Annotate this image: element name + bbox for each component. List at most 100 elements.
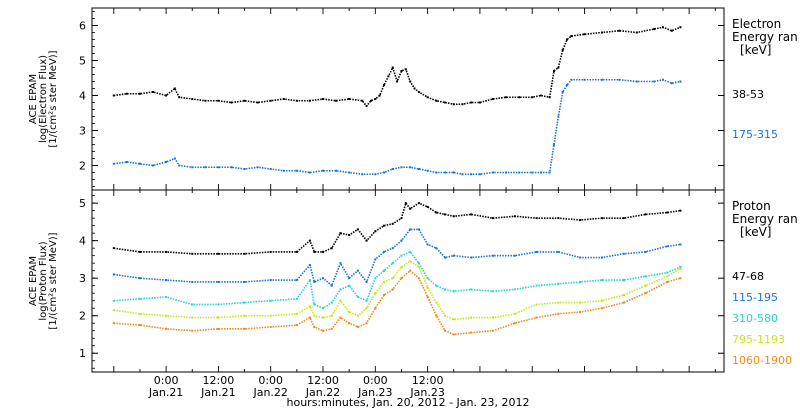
- data-point: [125, 161, 128, 163]
- series-trace: [113, 251, 681, 310]
- data-point: [391, 277, 394, 280]
- legend-title: [keV]: [740, 225, 771, 239]
- y-tick-label: 2: [79, 160, 86, 173]
- data-point: [426, 286, 429, 289]
- data-point: [308, 171, 311, 174]
- data-point: [644, 292, 647, 295]
- data-point: [417, 168, 420, 170]
- data-point: [435, 247, 438, 250]
- data-point: [204, 166, 207, 169]
- data-point: [173, 87, 176, 90]
- y-axis-label: ACE EPAM: [28, 74, 39, 124]
- data-point: [644, 213, 647, 216]
- data-point: [383, 294, 386, 297]
- data-point: [322, 169, 325, 172]
- data-point: [269, 299, 272, 302]
- data-point: [391, 262, 394, 265]
- data-point: [356, 295, 359, 298]
- y-tick-label: 1: [79, 347, 86, 360]
- y-axis-label: log(Proton Flux): [38, 241, 49, 320]
- x-tick-date: Jan.21: [148, 386, 183, 399]
- data-point: [679, 209, 682, 212]
- y-tick-label: 6: [79, 20, 86, 33]
- series-310-580: [112, 250, 682, 310]
- data-point: [653, 80, 656, 83]
- data-point: [452, 333, 455, 336]
- data-point: [670, 29, 673, 32]
- data-point: [452, 254, 455, 257]
- data-point: [426, 295, 429, 298]
- data-point: [308, 305, 311, 308]
- proton-panel: 1 2 3 4 5 ACE EPAM log(Proton Flux) [1/(cm²s st…: [28, 189, 798, 373]
- data-point: [444, 171, 447, 174]
- data-point: [417, 228, 420, 231]
- legend-entry: 115-195: [732, 291, 778, 304]
- x-axis: 0:00Jan.2112:00Jan.210:00Jan.2212:00Jan.…: [113, 8, 716, 399]
- data-point: [138, 312, 141, 315]
- data-point: [478, 173, 481, 176]
- legend-entry: 310-580: [732, 312, 778, 325]
- data-point: [295, 250, 298, 253]
- legend-title: Energy ran: [732, 30, 798, 44]
- data-point: [553, 70, 556, 72]
- data-point: [622, 279, 625, 282]
- data-point: [313, 250, 316, 253]
- x-tick-date: Jan.23: [357, 386, 392, 399]
- data-point: [138, 297, 141, 300]
- data-point: [600, 78, 603, 81]
- electron-panel: 2 3 4 5 6 ACE EPAM log(Electron Flux) [1/(cm²s …: [28, 7, 798, 191]
- data-point: [152, 164, 155, 167]
- x-tick-date: Jan.21: [200, 386, 235, 399]
- data-point: [361, 99, 364, 102]
- series-trace: [113, 269, 681, 336]
- x-tick-label: 12:00: [203, 374, 235, 387]
- data-point: [409, 250, 412, 253]
- data-point: [356, 325, 359, 328]
- data-point: [348, 310, 351, 313]
- data-point: [330, 284, 333, 287]
- data-point: [535, 250, 538, 253]
- y-axis-label: [1/(cm²s ster MeV)]: [48, 50, 59, 147]
- data-point: [600, 279, 603, 282]
- data-point: [230, 166, 233, 169]
- data-point: [505, 96, 508, 99]
- legend-title: Proton: [732, 199, 771, 213]
- data-point: [579, 280, 582, 283]
- data-point: [217, 252, 220, 255]
- data-point: [383, 84, 386, 86]
- legend-title: Electron: [732, 17, 781, 31]
- data-point: [679, 277, 682, 280]
- data-point: [217, 316, 220, 319]
- data-point: [417, 262, 420, 265]
- series-trace: [113, 228, 681, 287]
- legend-entry: 47-68: [732, 270, 764, 283]
- data-point: [138, 277, 141, 280]
- data-point: [125, 92, 128, 95]
- data-point: [513, 254, 516, 257]
- y-tick-label: 3: [79, 272, 86, 285]
- data-point: [644, 250, 647, 253]
- data-point: [378, 94, 381, 97]
- x-tick-date: Jan.23: [409, 386, 444, 399]
- data-point: [217, 327, 220, 330]
- legend-entry: 38-53: [732, 88, 764, 101]
- data-point: [217, 280, 220, 283]
- data-point: [295, 312, 298, 315]
- data-point: [348, 284, 351, 287]
- data-point: [400, 277, 403, 280]
- data-point: [165, 161, 168, 163]
- data-point: [566, 38, 569, 41]
- data-point: [435, 284, 438, 287]
- data-point: [644, 284, 647, 287]
- data-point: [452, 318, 455, 321]
- legend-entry: 1060-1900: [732, 354, 792, 367]
- data-point: [518, 96, 521, 99]
- series-115-195: [112, 228, 682, 287]
- data-point: [435, 99, 438, 102]
- y-tick-label: 5: [79, 55, 86, 68]
- data-point: [383, 269, 386, 272]
- y-tick-label: 3: [79, 125, 86, 138]
- data-point: [513, 322, 516, 325]
- data-point: [618, 29, 621, 32]
- data-point: [369, 99, 372, 102]
